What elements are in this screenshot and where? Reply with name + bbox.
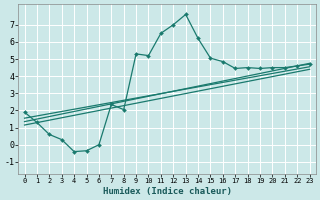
- X-axis label: Humidex (Indice chaleur): Humidex (Indice chaleur): [103, 187, 232, 196]
